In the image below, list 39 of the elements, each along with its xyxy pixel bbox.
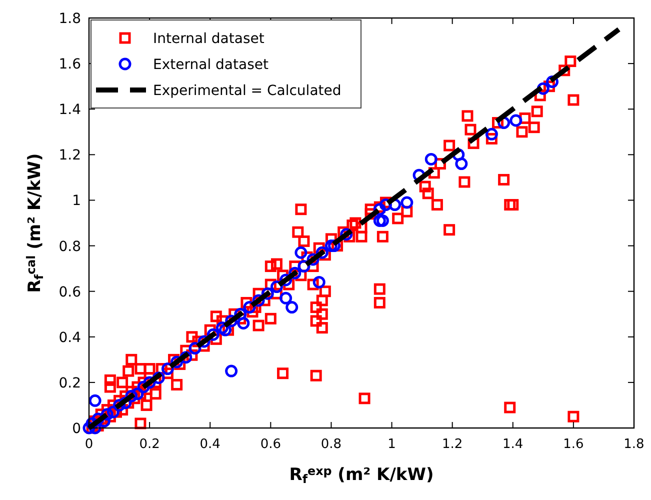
y-tick-label: 1 <box>72 193 81 210</box>
point <box>286 301 298 314</box>
x-tick-label: 0.8 <box>320 437 342 452</box>
point <box>88 394 102 407</box>
y-tick-label: 0.4 <box>58 330 82 346</box>
legend-label: External dataset <box>153 57 269 73</box>
y-tick-label: 0.6 <box>58 284 82 300</box>
point <box>225 364 238 378</box>
legend-label: Internal dataset <box>153 31 265 47</box>
y-tick-label: 1.8 <box>58 11 81 27</box>
y-tick-label: 1.4 <box>58 102 82 118</box>
y-tick-label: 1.6 <box>58 56 82 73</box>
point <box>400 196 414 209</box>
y-tick-label: 1.2 <box>58 148 81 164</box>
y-tick-label: 0 <box>72 421 81 437</box>
x-tick-label: 0.4 <box>200 437 220 452</box>
x-tick-label: 1.6 <box>563 437 584 452</box>
x-tick-label: 1 <box>388 437 396 452</box>
point <box>106 406 120 418</box>
x-tick-label: 1.2 <box>442 437 463 452</box>
y-tick-label: 0.2 <box>58 375 81 392</box>
x-tick-label: 1.8 <box>624 437 644 452</box>
point <box>424 152 438 166</box>
point <box>280 292 292 304</box>
point <box>485 128 498 140</box>
x-axis-title: R$_{f}$$^{exp}$ (m² K/kW) <box>289 464 434 486</box>
legend-label: Experimental = Calculated <box>153 83 342 99</box>
x-tick-label: 0.2 <box>139 437 160 452</box>
point <box>455 158 468 170</box>
x-tick-label: 0.6 <box>260 437 282 452</box>
point <box>373 214 386 227</box>
point <box>294 246 308 259</box>
point <box>237 316 250 330</box>
point <box>376 214 389 227</box>
point <box>510 114 522 127</box>
point <box>312 276 326 288</box>
y-tick-label: 0.8 <box>58 238 81 255</box>
x-tick-label: 0 <box>84 437 94 452</box>
x-tick-label: 1.4 <box>502 437 524 452</box>
